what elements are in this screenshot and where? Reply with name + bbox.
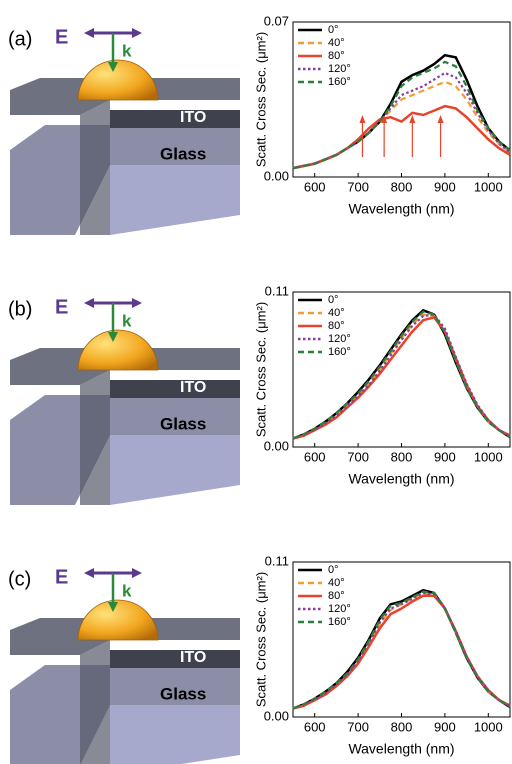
legend-label: 160° — [328, 76, 351, 88]
layer-label: ITO — [180, 649, 206, 666]
legend-label: 80° — [328, 320, 345, 332]
arrowhead — [438, 115, 444, 123]
ito-edge — [80, 640, 110, 764]
y-axis-label: Scatt. Cross Sec. (μm²) — [253, 32, 268, 167]
legend-label: 120° — [328, 603, 351, 615]
x-tick-label: 800 — [391, 179, 413, 194]
y-tick-label: 0.11 — [265, 283, 289, 298]
wavevector-label: k — [122, 311, 132, 330]
x-tick-label: 900 — [434, 719, 456, 734]
x-tick-label: 900 — [434, 449, 456, 464]
legend-label: 40° — [328, 577, 345, 589]
arrowhead — [132, 298, 142, 308]
legend-label: 40° — [328, 37, 345, 49]
y-tick-label: 0.00 — [264, 168, 289, 183]
legend-label: 40° — [328, 307, 345, 319]
arrowhead — [409, 115, 415, 123]
legend-label: 80° — [328, 590, 345, 602]
x-tick-label: 1000 — [474, 449, 503, 464]
x-tick-label: 1000 — [474, 179, 503, 194]
series-line — [293, 62, 510, 168]
arrowhead — [132, 28, 142, 38]
x-axis-label: Wavelength (nm) — [348, 201, 454, 217]
legend-label: 120° — [328, 333, 351, 345]
illustration: (a) Ek ITO Glass — [8, 26, 240, 235]
illustration: (b) Ek ITO Glass — [8, 296, 240, 505]
illustration: (c) Ek ITO Glass — [8, 566, 240, 764]
x-axis-label: Wavelength (nm) — [348, 471, 454, 487]
x-tick-label: 600 — [304, 719, 326, 734]
series-line — [293, 82, 510, 168]
y-tick-label: 0.00 — [264, 438, 289, 453]
wavevector-label: k — [122, 41, 132, 60]
ito-face — [110, 380, 240, 398]
particle — [78, 600, 158, 640]
ito-face — [110, 110, 240, 128]
glass-face — [110, 165, 240, 235]
ito-face — [110, 650, 240, 668]
layer-label: Glass — [160, 684, 206, 703]
x-tick-label: 700 — [347, 719, 369, 734]
panel-label: (b) — [8, 298, 32, 320]
legend-label: 160° — [328, 346, 351, 358]
x-tick-label: 600 — [304, 449, 326, 464]
x-tick-label: 700 — [347, 179, 369, 194]
ito-edge — [80, 370, 110, 505]
legend-label: 0° — [328, 24, 339, 36]
x-tick-label: 600 — [304, 179, 326, 194]
panel-label: (a) — [8, 28, 32, 50]
layer-label: Glass — [160, 144, 206, 163]
y-axis-label: Scatt. Cross Sec. (μm²) — [253, 572, 268, 707]
legend-label: 160° — [328, 616, 351, 628]
field-label: E — [55, 566, 68, 588]
x-tick-label: 800 — [391, 449, 413, 464]
glass-face — [110, 705, 240, 764]
x-tick-label: 800 — [391, 719, 413, 734]
panel-label: (c) — [8, 568, 31, 590]
wavevector-label: k — [122, 581, 132, 600]
legend-label: 0° — [328, 294, 339, 306]
particle — [78, 60, 158, 100]
y-tick-label: 0.11 — [265, 553, 289, 568]
ito-edge — [80, 100, 110, 235]
legend-label: 80° — [328, 50, 345, 62]
legend-label: 0° — [328, 564, 339, 576]
layer-label: ITO — [180, 109, 206, 126]
x-tick-label: 900 — [434, 179, 456, 194]
arrowhead — [84, 298, 94, 308]
figure: (a) Ek ITO Glass (b) Ek ITO Glass (c) Ek ITO Glass 0… — [0, 0, 512, 764]
y-tick-label: 0.00 — [264, 708, 289, 723]
y-tick-label: 0.07 — [264, 13, 289, 28]
layer-label: Glass — [160, 414, 206, 433]
arrowhead — [84, 568, 94, 578]
legend-label: 120° — [328, 63, 351, 75]
x-tick-label: 700 — [347, 449, 369, 464]
glass-face — [110, 435, 240, 505]
x-tick-label: 1000 — [474, 719, 503, 734]
particle — [78, 330, 158, 370]
x-axis-label: Wavelength (nm) — [348, 741, 454, 757]
y-axis-label: Scatt. Cross Sec. (μm²) — [253, 302, 268, 437]
arrowhead — [359, 115, 365, 123]
layer-label: ITO — [180, 379, 206, 396]
field-label: E — [55, 296, 68, 318]
series-line — [293, 312, 510, 439]
field-label: E — [55, 26, 68, 48]
arrowhead — [132, 568, 142, 578]
series-line — [293, 310, 510, 438]
arrowhead — [84, 28, 94, 38]
